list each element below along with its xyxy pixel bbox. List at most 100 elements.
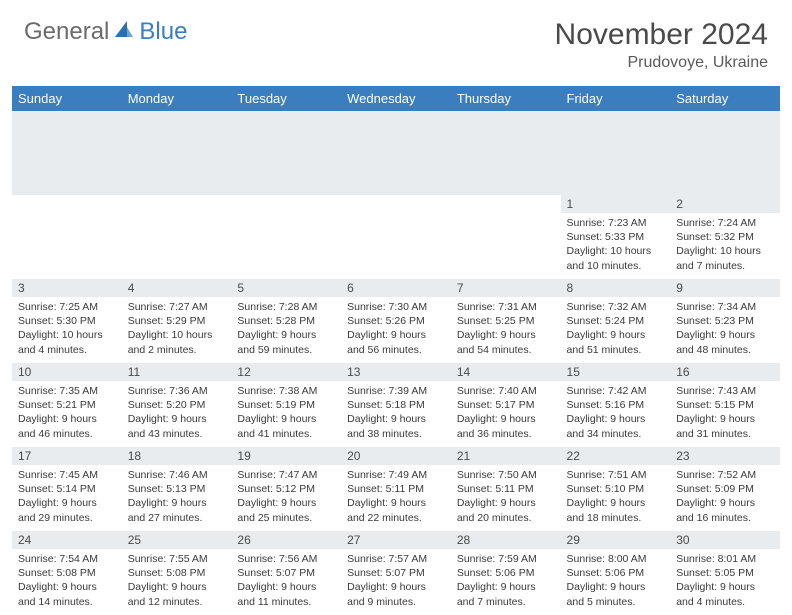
day-details: Sunrise: 7:50 AMSunset: 5:11 PMDaylight:… <box>451 465 561 529</box>
day-number: 30 <box>670 531 780 549</box>
day-details: Sunrise: 8:00 AMSunset: 5:06 PMDaylight:… <box>561 549 671 613</box>
calendar-cell: 19Sunrise: 7:47 AMSunset: 5:12 PMDayligh… <box>231 447 341 531</box>
weekday-header: Tuesday <box>231 86 341 111</box>
calendar-cell <box>12 195 122 279</box>
day-details: Sunrise: 7:30 AMSunset: 5:26 PMDaylight:… <box>341 297 451 361</box>
calendar-cell: 21Sunrise: 7:50 AMSunset: 5:11 PMDayligh… <box>451 447 561 531</box>
weekday-header: Monday <box>122 86 232 111</box>
weekday-header: Sunday <box>12 86 122 111</box>
day-number: 2 <box>670 195 780 213</box>
day-number: 22 <box>561 447 671 465</box>
calendar-cell: 17Sunrise: 7:45 AMSunset: 5:14 PMDayligh… <box>12 447 122 531</box>
day-number: 21 <box>451 447 561 465</box>
calendar-cell: 3Sunrise: 7:25 AMSunset: 5:30 PMDaylight… <box>12 279 122 363</box>
weekday-header: Wednesday <box>341 86 451 111</box>
day-number: 3 <box>12 279 122 297</box>
day-details: Sunrise: 7:28 AMSunset: 5:28 PMDaylight:… <box>231 297 341 361</box>
day-details: Sunrise: 7:39 AMSunset: 5:18 PMDaylight:… <box>341 381 451 445</box>
calendar-cell: 9Sunrise: 7:34 AMSunset: 5:23 PMDaylight… <box>670 279 780 363</box>
weekday-header: Saturday <box>670 86 780 111</box>
day-details: Sunrise: 7:57 AMSunset: 5:07 PMDaylight:… <box>341 549 451 613</box>
calendar-cell: 5Sunrise: 7:28 AMSunset: 5:28 PMDaylight… <box>231 279 341 363</box>
calendar-cell <box>122 195 232 279</box>
calendar-cell <box>231 195 341 279</box>
day-number: 5 <box>231 279 341 297</box>
day-number: 17 <box>12 447 122 465</box>
brand-general: General <box>24 18 109 46</box>
day-number: 15 <box>561 363 671 381</box>
day-number: 10 <box>12 363 122 381</box>
calendar-table: Sunday Monday Tuesday Wednesday Thursday… <box>12 86 780 615</box>
day-number: 1 <box>561 195 671 213</box>
day-details: Sunrise: 7:36 AMSunset: 5:20 PMDaylight:… <box>122 381 232 445</box>
day-number: 20 <box>341 447 451 465</box>
day-number <box>122 195 232 213</box>
day-number: 16 <box>670 363 780 381</box>
header: General Blue November 2024 Prudovoye, Uk… <box>0 0 792 80</box>
day-number: 23 <box>670 447 780 465</box>
calendar-cell: 4Sunrise: 7:27 AMSunset: 5:29 PMDaylight… <box>122 279 232 363</box>
calendar-cell: 23Sunrise: 7:52 AMSunset: 5:09 PMDayligh… <box>670 447 780 531</box>
day-number <box>231 195 341 213</box>
calendar-cell: 6Sunrise: 7:30 AMSunset: 5:26 PMDaylight… <box>341 279 451 363</box>
brand-logo: General Blue <box>24 18 187 46</box>
day-details: Sunrise: 7:59 AMSunset: 5:06 PMDaylight:… <box>451 549 561 613</box>
sail-icon <box>113 19 135 46</box>
brand-blue: Blue <box>139 18 187 46</box>
calendar-cell: 16Sunrise: 7:43 AMSunset: 5:15 PMDayligh… <box>670 363 780 447</box>
day-details: Sunrise: 7:42 AMSunset: 5:16 PMDaylight:… <box>561 381 671 445</box>
calendar-cell <box>451 195 561 279</box>
day-details: Sunrise: 7:51 AMSunset: 5:10 PMDaylight:… <box>561 465 671 529</box>
day-number: 4 <box>122 279 232 297</box>
day-details: Sunrise: 7:38 AMSunset: 5:19 PMDaylight:… <box>231 381 341 445</box>
spacer-row <box>12 111 780 195</box>
day-number: 19 <box>231 447 341 465</box>
day-details: Sunrise: 7:46 AMSunset: 5:13 PMDaylight:… <box>122 465 232 529</box>
day-number <box>451 195 561 213</box>
day-details: Sunrise: 7:49 AMSunset: 5:11 PMDaylight:… <box>341 465 451 529</box>
calendar-cell: 22Sunrise: 7:51 AMSunset: 5:10 PMDayligh… <box>561 447 671 531</box>
day-details: Sunrise: 7:23 AMSunset: 5:33 PMDaylight:… <box>561 213 671 277</box>
calendar-cell: 15Sunrise: 7:42 AMSunset: 5:16 PMDayligh… <box>561 363 671 447</box>
day-details: Sunrise: 8:01 AMSunset: 5:05 PMDaylight:… <box>670 549 780 613</box>
day-details: Sunrise: 7:52 AMSunset: 5:09 PMDaylight:… <box>670 465 780 529</box>
calendar-cell: 2Sunrise: 7:24 AMSunset: 5:32 PMDaylight… <box>670 195 780 279</box>
day-number: 24 <box>12 531 122 549</box>
day-number: 13 <box>341 363 451 381</box>
day-number: 28 <box>451 531 561 549</box>
calendar-week: 1Sunrise: 7:23 AMSunset: 5:33 PMDaylight… <box>12 195 780 279</box>
day-details: Sunrise: 7:45 AMSunset: 5:14 PMDaylight:… <box>12 465 122 529</box>
calendar-cell: 7Sunrise: 7:31 AMSunset: 5:25 PMDaylight… <box>451 279 561 363</box>
day-details: Sunrise: 7:31 AMSunset: 5:25 PMDaylight:… <box>451 297 561 361</box>
day-number: 12 <box>231 363 341 381</box>
day-number <box>12 195 122 213</box>
calendar-cell: 28Sunrise: 7:59 AMSunset: 5:06 PMDayligh… <box>451 531 561 615</box>
calendar-cell <box>341 195 451 279</box>
calendar-cell: 26Sunrise: 7:56 AMSunset: 5:07 PMDayligh… <box>231 531 341 615</box>
location: Prudovoye, Ukraine <box>555 54 768 72</box>
day-number: 26 <box>231 531 341 549</box>
calendar-cell: 10Sunrise: 7:35 AMSunset: 5:21 PMDayligh… <box>12 363 122 447</box>
day-details: Sunrise: 7:56 AMSunset: 5:07 PMDaylight:… <box>231 549 341 613</box>
day-details: Sunrise: 7:25 AMSunset: 5:30 PMDaylight:… <box>12 297 122 361</box>
calendar-week: 10Sunrise: 7:35 AMSunset: 5:21 PMDayligh… <box>12 363 780 447</box>
calendar-week: 24Sunrise: 7:54 AMSunset: 5:08 PMDayligh… <box>12 531 780 615</box>
calendar-cell: 27Sunrise: 7:57 AMSunset: 5:07 PMDayligh… <box>341 531 451 615</box>
calendar-cell: 18Sunrise: 7:46 AMSunset: 5:13 PMDayligh… <box>122 447 232 531</box>
day-details: Sunrise: 7:27 AMSunset: 5:29 PMDaylight:… <box>122 297 232 361</box>
calendar-cell: 24Sunrise: 7:54 AMSunset: 5:08 PMDayligh… <box>12 531 122 615</box>
day-details: Sunrise: 7:43 AMSunset: 5:15 PMDaylight:… <box>670 381 780 445</box>
day-details: Sunrise: 7:55 AMSunset: 5:08 PMDaylight:… <box>122 549 232 613</box>
calendar-cell: 8Sunrise: 7:32 AMSunset: 5:24 PMDaylight… <box>561 279 671 363</box>
day-number: 29 <box>561 531 671 549</box>
day-number <box>341 195 451 213</box>
day-number: 27 <box>341 531 451 549</box>
day-details: Sunrise: 7:54 AMSunset: 5:08 PMDaylight:… <box>12 549 122 613</box>
day-number: 18 <box>122 447 232 465</box>
weekday-header: Friday <box>561 86 671 111</box>
calendar-cell: 25Sunrise: 7:55 AMSunset: 5:08 PMDayligh… <box>122 531 232 615</box>
calendar-week: 3Sunrise: 7:25 AMSunset: 5:30 PMDaylight… <box>12 279 780 363</box>
calendar-cell: 20Sunrise: 7:49 AMSunset: 5:11 PMDayligh… <box>341 447 451 531</box>
day-details: Sunrise: 7:32 AMSunset: 5:24 PMDaylight:… <box>561 297 671 361</box>
weekday-header: Thursday <box>451 86 561 111</box>
